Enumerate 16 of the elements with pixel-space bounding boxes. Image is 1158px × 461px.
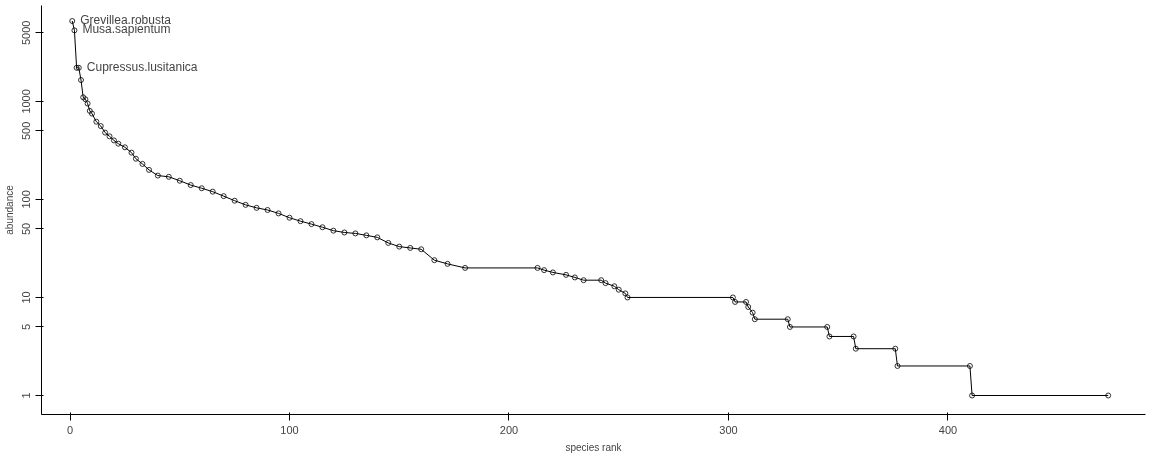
x-tick-label: 200 — [499, 423, 519, 436]
y-tick-label: 1 — [20, 392, 33, 399]
y-tick-label: 100 — [20, 190, 33, 209]
y-tick-label: 10 — [20, 291, 33, 304]
y-axis-title: abundance — [3, 184, 15, 235]
x-tick-label: 300 — [719, 423, 738, 436]
y-tick-label: 5 — [20, 323, 33, 331]
y-tick-label: 5000 — [20, 20, 33, 46]
annotation: Cupressus.lusitanica — [86, 59, 198, 74]
x-axis-title: species rank — [565, 441, 623, 453]
x-tick-label: 100 — [280, 423, 299, 436]
y-tick-label: 50 — [20, 222, 33, 236]
y-tick-label: 1000 — [20, 89, 33, 114]
x-tick-label: 400 — [938, 423, 958, 436]
y-tick-label: 500 — [20, 121, 33, 141]
x-tick-label: 0 — [66, 423, 74, 436]
